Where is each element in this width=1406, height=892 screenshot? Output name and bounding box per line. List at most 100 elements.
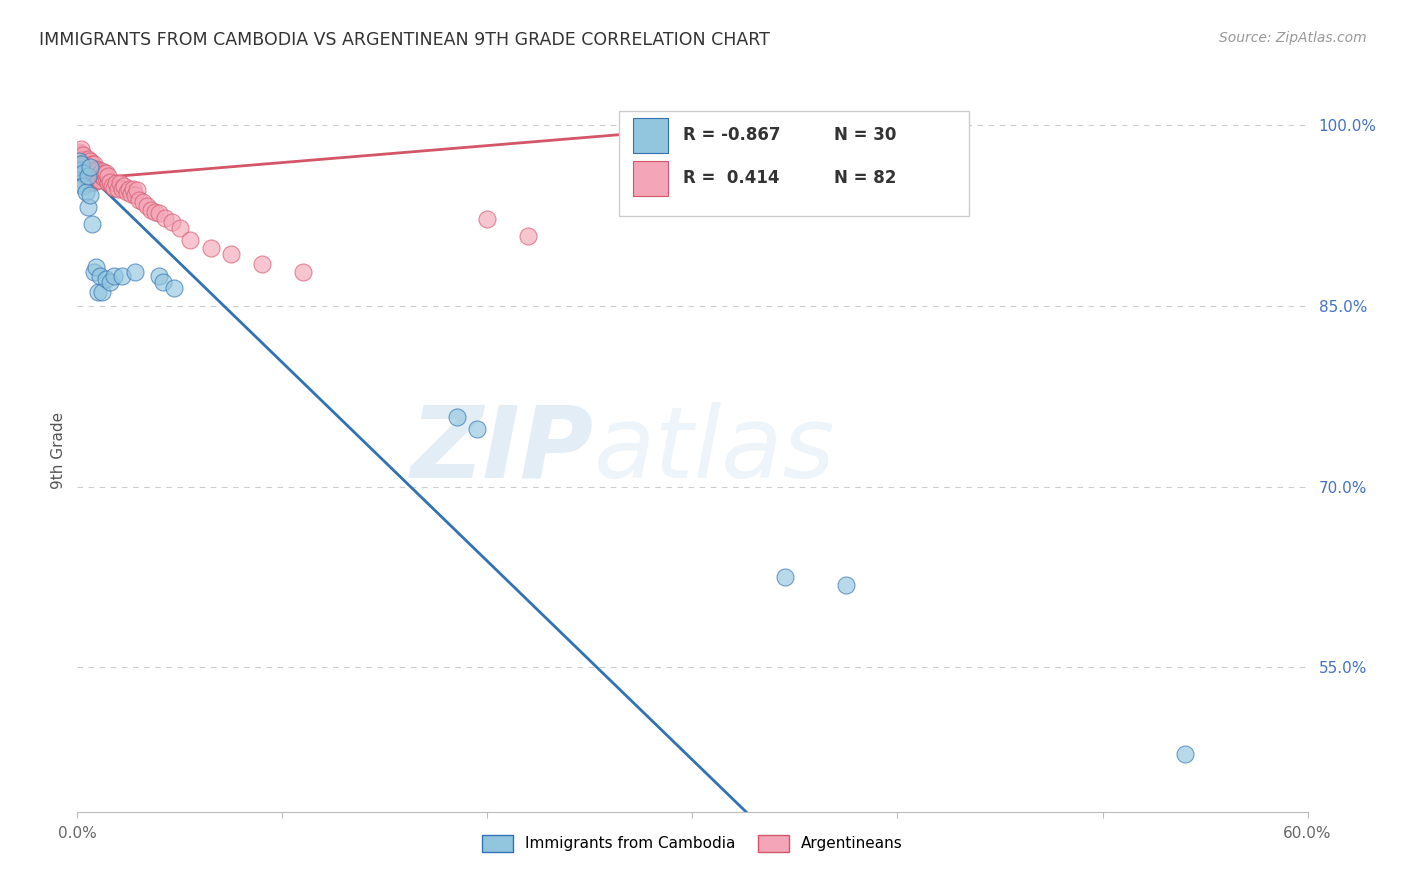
- Point: [148, 268, 170, 283]
- Point: [70, 152, 93, 166]
- Point: [76, 152, 98, 166]
- Point: [72, 148, 94, 162]
- Point: [90, 285, 114, 299]
- Point: [72, 172, 94, 186]
- Point: [125, 183, 148, 197]
- Point: [67, 151, 90, 165]
- Point: [93, 167, 115, 181]
- Point: [200, 241, 222, 255]
- Point: [250, 257, 273, 271]
- Point: [87, 162, 110, 177]
- Point: [80, 162, 103, 177]
- Point: [94, 167, 117, 181]
- Point: [80, 217, 103, 231]
- Point: [76, 162, 98, 177]
- Point: [98, 175, 121, 189]
- Y-axis label: 9th Grade: 9th Grade: [51, 412, 66, 489]
- Point: [83, 167, 105, 181]
- Point: [83, 175, 105, 189]
- Point: [291, 265, 314, 279]
- Point: [117, 182, 139, 196]
- Point: [70, 176, 93, 190]
- Point: [72, 152, 94, 166]
- Point: [446, 409, 468, 424]
- Point: [179, 233, 201, 247]
- Point: [70, 147, 93, 161]
- Point: [75, 154, 97, 169]
- Point: [70, 157, 93, 171]
- Point: [93, 171, 115, 186]
- Point: [67, 154, 90, 169]
- Point: [79, 176, 101, 190]
- Bar: [634, 118, 668, 153]
- Point: [83, 265, 105, 279]
- Point: [124, 188, 146, 202]
- Point: [163, 281, 186, 295]
- Point: [155, 211, 177, 225]
- Point: [79, 170, 101, 185]
- Point: [136, 199, 159, 213]
- Point: [111, 182, 134, 196]
- Point: [169, 220, 191, 235]
- Point: [465, 422, 488, 436]
- Point: [120, 186, 142, 201]
- Point: [1174, 747, 1197, 761]
- Point: [80, 172, 103, 186]
- Point: [67, 158, 90, 172]
- Point: [103, 268, 125, 283]
- Point: [83, 172, 105, 186]
- Text: atlas: atlas: [595, 402, 835, 499]
- Point: [80, 157, 103, 171]
- Point: [70, 143, 93, 157]
- Point: [76, 172, 98, 186]
- Point: [111, 268, 134, 283]
- Point: [67, 154, 90, 169]
- Point: [128, 193, 150, 207]
- Text: R = -0.867: R = -0.867: [683, 126, 780, 144]
- Point: [97, 176, 120, 190]
- Point: [70, 157, 93, 171]
- Point: [89, 167, 111, 181]
- Point: [72, 157, 94, 171]
- Point: [90, 169, 114, 183]
- Point: [79, 188, 101, 202]
- Point: [97, 169, 120, 183]
- Point: [143, 205, 166, 219]
- Point: [107, 182, 129, 196]
- Point: [773, 570, 796, 584]
- Text: ZIP: ZIP: [411, 402, 595, 499]
- Point: [84, 170, 107, 185]
- Point: [94, 171, 117, 186]
- Point: [76, 167, 98, 181]
- Point: [105, 176, 128, 190]
- Point: [75, 169, 97, 183]
- Point: [115, 185, 138, 199]
- Text: N = 82: N = 82: [834, 169, 896, 187]
- Point: [219, 247, 242, 261]
- Point: [101, 178, 124, 193]
- Point: [79, 154, 101, 169]
- Point: [152, 275, 174, 289]
- Point: [76, 200, 98, 214]
- Point: [835, 578, 858, 592]
- Point: [72, 167, 94, 181]
- Point: [70, 167, 93, 181]
- Point: [98, 275, 121, 289]
- Point: [124, 265, 146, 279]
- Point: [141, 202, 163, 217]
- Point: [79, 169, 101, 183]
- FancyBboxPatch shape: [619, 111, 969, 216]
- Point: [110, 176, 132, 190]
- Point: [94, 272, 117, 286]
- Point: [90, 164, 114, 178]
- Point: [89, 268, 111, 283]
- Point: [84, 167, 107, 181]
- Point: [72, 167, 94, 181]
- Point: [783, 145, 806, 159]
- Point: [84, 260, 107, 275]
- Point: [148, 206, 170, 220]
- Point: [87, 285, 110, 299]
- Point: [89, 172, 111, 186]
- Point: [87, 172, 110, 186]
- Point: [76, 169, 98, 183]
